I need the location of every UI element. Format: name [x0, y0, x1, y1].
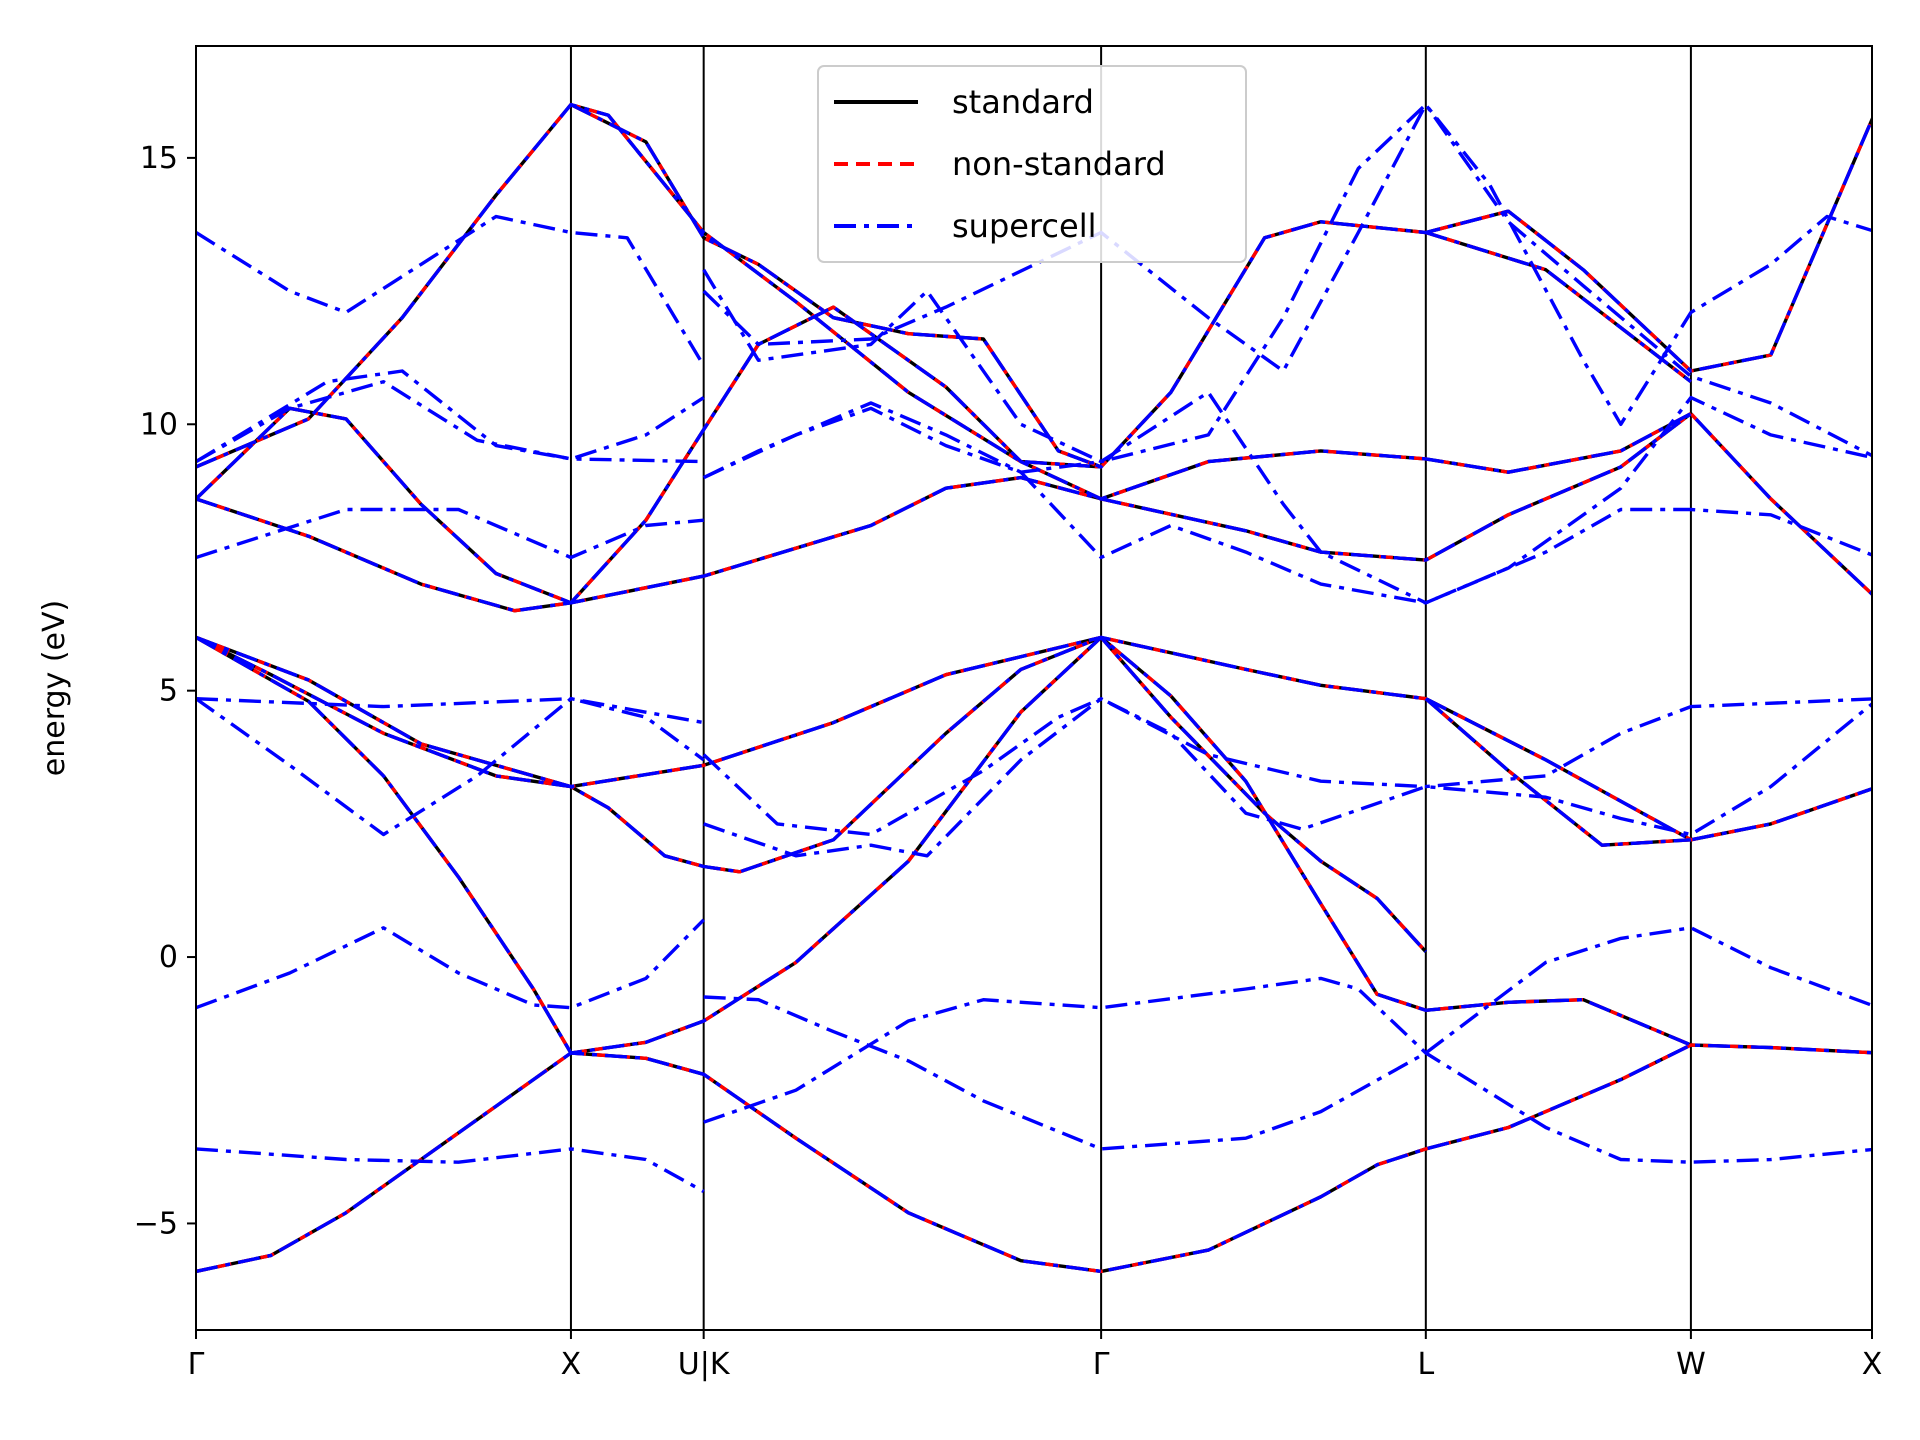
x-tick-label-0: Γ	[188, 1347, 205, 1382]
y-tick-label-2: 5	[159, 674, 178, 709]
supercell-band-5	[196, 411, 1872, 613]
supercell-band-19	[703, 976, 1872, 1164]
supercell-band-15	[196, 380, 704, 464]
supercell-band-22	[702, 406, 1872, 605]
non-standard-band-7	[196, 102, 1872, 469]
supercell-band-10	[196, 918, 705, 1010]
legend-label-standard: standard	[952, 83, 1094, 121]
y-axis-ticks: −5 0 5 10 15	[134, 141, 196, 1241]
legend-label-supercell: supercell	[952, 207, 1096, 245]
x-tick-label-2: U|K	[678, 1347, 731, 1382]
supercell-band-17	[196, 214, 706, 367]
bands-group	[196, 102, 1872, 1274]
x-tick-label-1: X	[561, 1347, 582, 1382]
x-tick-label-6: X	[1862, 1347, 1883, 1382]
legend: standard non-standard supercell	[817, 65, 1247, 263]
y-axis-label: energy (eV)	[37, 600, 72, 776]
x-tick-label-5: W	[1676, 1347, 1706, 1382]
legend-box	[817, 65, 1247, 263]
plot-frame	[195, 45, 1873, 1331]
y-tick-label-3: 10	[140, 407, 178, 442]
supercell-band-9	[1425, 230, 1692, 384]
non-standard-band-0	[196, 1043, 1872, 1274]
x-tick-label-3: Γ	[1093, 1347, 1110, 1382]
supercell-band-4	[1424, 697, 1692, 847]
supercell-band-11	[196, 1147, 705, 1193]
x-tick-label-4: L	[1417, 1347, 1434, 1382]
non-standard-band-8	[570, 103, 1102, 469]
supercell-band-14	[196, 507, 704, 560]
series-supercell	[196, 102, 1872, 1274]
supercell-band-18	[703, 926, 1872, 1151]
supercell-band-8	[570, 103, 1102, 469]
legend-label-non-standard: non-standard	[952, 145, 1166, 183]
y-tick-label-1: 0	[159, 940, 178, 975]
supercell-band-7	[196, 102, 1872, 469]
supercell-band-3	[196, 635, 1872, 842]
supercell-band-6	[196, 305, 1692, 605]
x-axis-ticks: Γ X U|K Γ L W X	[188, 1330, 1883, 1382]
supercell-band-16	[196, 369, 705, 464]
supercell-band-2	[196, 635, 1428, 953]
y-tick-label-0: −5	[134, 1206, 178, 1241]
supercell-band-25	[702, 102, 1872, 464]
non-standard-band-1	[196, 635, 1692, 1055]
supercell-band-21	[703, 697, 1872, 858]
supercell-band-12	[196, 697, 705, 725]
supercell-band-23	[702, 390, 1872, 605]
y-tick-label-4: 15	[140, 141, 178, 176]
